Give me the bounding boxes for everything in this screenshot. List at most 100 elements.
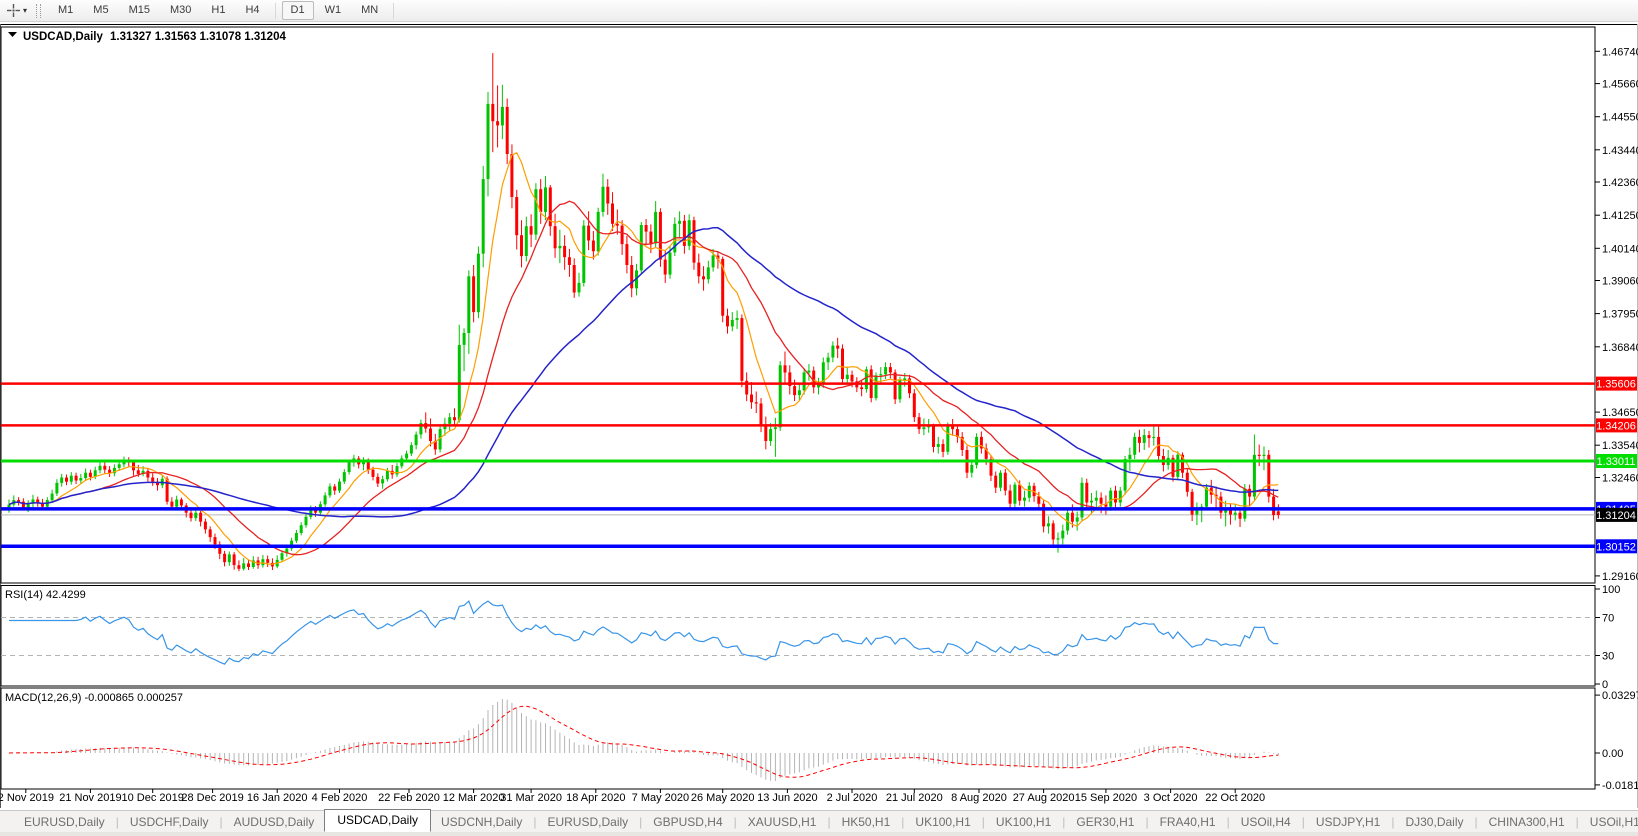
top-toolbar: ▾ M1 M5 M15 M30 H1 H4 D1 W1 MN [0,0,1638,22]
chart-tab-ger30-h1[interactable]: GER30,H1 [1076,814,1135,829]
svg-text:0.00: 0.00 [1602,748,1623,760]
svg-text:15 Sep 2020: 15 Sep 2020 [1075,792,1137,804]
timeframe-button-m5[interactable]: M5 [93,4,109,16]
tab-separator: | [981,814,985,829]
svg-text:1.44550: 1.44550 [1602,112,1638,124]
chart-tab-china300-h1[interactable]: CHINA300,H1 [1488,814,1565,829]
svg-text:30: 30 [1602,651,1614,663]
chart-tab-dj30-daily[interactable]: DJ30,Daily [1405,814,1464,829]
svg-text:1.34650: 1.34650 [1602,407,1638,419]
svg-text:1.36840: 1.36840 [1602,342,1638,354]
ma-slow-line [8,226,1279,518]
svg-text:1.43440: 1.43440 [1602,145,1638,157]
rsi-label: RSI(14) 42.4299 [5,589,86,601]
symbol-title: USDCAD,Daily [23,31,103,43]
timeframe-button-m15[interactable]: M15 [128,4,150,16]
chart-tab-eurusd-daily[interactable]: EURUSD,Daily [547,814,629,829]
price-badge: 1.34206 [1596,418,1637,433]
chart-tab-fra40-h1[interactable]: FRA40,H1 [1159,814,1216,829]
svg-text:28 Dec 2019: 28 Dec 2019 [181,792,243,804]
chevron-down-icon: ▾ [23,6,28,15]
timeframe-button-w1[interactable]: W1 [324,4,342,16]
svg-text:8 Aug 2020: 8 Aug 2020 [951,792,1007,804]
macd-panel [0,687,1596,790]
svg-text:1.30152: 1.30152 [1596,541,1636,553]
ohlc-quote: 1.31327 1.31563 1.31078 1.31204 [110,31,286,43]
ma-mid-line [8,200,1279,556]
macd-label: MACD(12,26,9) -0.000865 0.000257 [5,692,183,704]
chart-tab-usdcnh-daily[interactable]: USDCNH,Daily [441,814,523,829]
tab-separator: | [533,814,537,829]
toolbar-separator [393,2,395,19]
chart-tab-usoil-h1[interactable]: USOil,H1 [1589,814,1638,829]
svg-text:22 Oct 2020: 22 Oct 2020 [1205,792,1265,804]
price-badge: 1.33011 [1596,454,1637,468]
svg-text:1.40140: 1.40140 [1602,243,1638,255]
chart-tab-bar: EURUSD,Daily | USDCHF,Daily | AUDUSD,Daily US… [0,808,1638,832]
chart-tab-gbpusd-h4[interactable]: GBPUSD,H4 [653,814,723,829]
chart-tab-usdjpy-h1[interactable]: USDJPY,H1 [1315,814,1381,829]
cursor-tool-button[interactable]: ▾ [4,2,30,19]
main-panel [0,26,1596,584]
svg-text:13 Jun 2020: 13 Jun 2020 [757,792,818,804]
svg-text:1.37950: 1.37950 [1602,309,1638,321]
price-chart-canvas[interactable]: USDCAD,Daily 1.31327 1.31563 1.31078 1.31… [0,23,1638,810]
timeframe-button-d1[interactable]: D1 [281,1,314,20]
svg-text:0.032972: 0.032972 [1602,690,1638,702]
timeframe-button-m1[interactable]: M1 [58,4,74,16]
svg-text:7 May 2020: 7 May 2020 [632,792,689,804]
svg-text:1.29160: 1.29160 [1602,571,1638,583]
chart-dropdown-icon [8,32,17,37]
svg-text:16 Jan 2020: 16 Jan 2020 [247,792,308,804]
svg-text:4 Feb 2020: 4 Feb 2020 [312,792,368,804]
svg-text:2 Nov 2019: 2 Nov 2019 [0,792,54,804]
tab-separator: | [219,814,223,829]
svg-text:100: 100 [1602,584,1620,596]
svg-text:3 Oct 2020: 3 Oct 2020 [1144,792,1198,804]
toolbar-grip-handle[interactable] [36,3,42,18]
tab-separator: | [1575,814,1579,829]
status-bar [0,832,1638,836]
tab-separator: | [1301,814,1305,829]
tab-separator: | [733,814,737,829]
svg-text:12 Mar 2020: 12 Mar 2020 [443,792,505,804]
svg-text:26 May 2020: 26 May 2020 [691,792,755,804]
chart-tab-usoil-h4[interactable]: USOil,H4 [1240,814,1291,829]
timeframe-button-m30[interactable]: M30 [169,4,192,16]
price-badge: 1.30152 [1596,539,1637,554]
svg-text:2 Jul 2020: 2 Jul 2020 [827,792,878,804]
rsi-panel [0,585,1596,687]
chart-tab-hk50-h1[interactable]: HK50,H1 [841,814,891,829]
price-axis[interactable]: 1.46740 1.45660 1.44550 1.43440 1.42360 1.412… [1595,46,1638,583]
chart-tab-usdcad-daily[interactable]: USDCAD,Daily [324,808,431,832]
svg-text:1.45660: 1.45660 [1602,79,1638,91]
tab-separator: | [639,814,643,829]
tab-separator: | [1391,814,1395,829]
chart-tab-uk100-h1[interactable]: UK100,H1 [915,814,971,829]
macd-histogram [13,699,1279,781]
toolbar-separator [274,2,276,19]
svg-text:1.41250: 1.41250 [1602,210,1638,222]
chart-tab-audusd-daily[interactable]: AUDUSD,Daily [233,814,315,829]
svg-text:1.32460: 1.32460 [1602,473,1638,485]
svg-text:1.35606: 1.35606 [1596,379,1636,391]
timeframe-button-h4[interactable]: H4 [245,4,260,16]
chart-tab-xauusd-h1[interactable]: XAUUSD,H1 [747,814,817,829]
tab-separator: | [1474,814,1478,829]
svg-text:18 Apr 2020: 18 Apr 2020 [566,792,625,804]
chart-tab-eurusd-daily[interactable]: EURUSD,Daily [24,814,105,829]
svg-text:1.31204: 1.31204 [1596,510,1636,522]
timeframe-button-mn[interactable]: MN [361,4,379,16]
chart-tab-usdchf-daily[interactable]: USDCHF,Daily [129,814,209,829]
price-badge: 1.35606 [1596,376,1637,391]
timeframe-button-h1[interactable]: H1 [211,4,226,16]
rsi-axis: 100 70 30 0 [1595,584,1620,691]
chart-tab-uk100-h1[interactable]: UK100,H1 [995,814,1052,829]
svg-text:-0.018154: -0.018154 [1602,780,1638,792]
svg-text:1.34206: 1.34206 [1596,420,1636,432]
tab-separator: | [1145,814,1149,829]
svg-text:70: 70 [1602,613,1614,625]
svg-text:1.33540: 1.33540 [1602,440,1638,452]
svg-text:31 Mar 2020: 31 Mar 2020 [500,792,562,804]
